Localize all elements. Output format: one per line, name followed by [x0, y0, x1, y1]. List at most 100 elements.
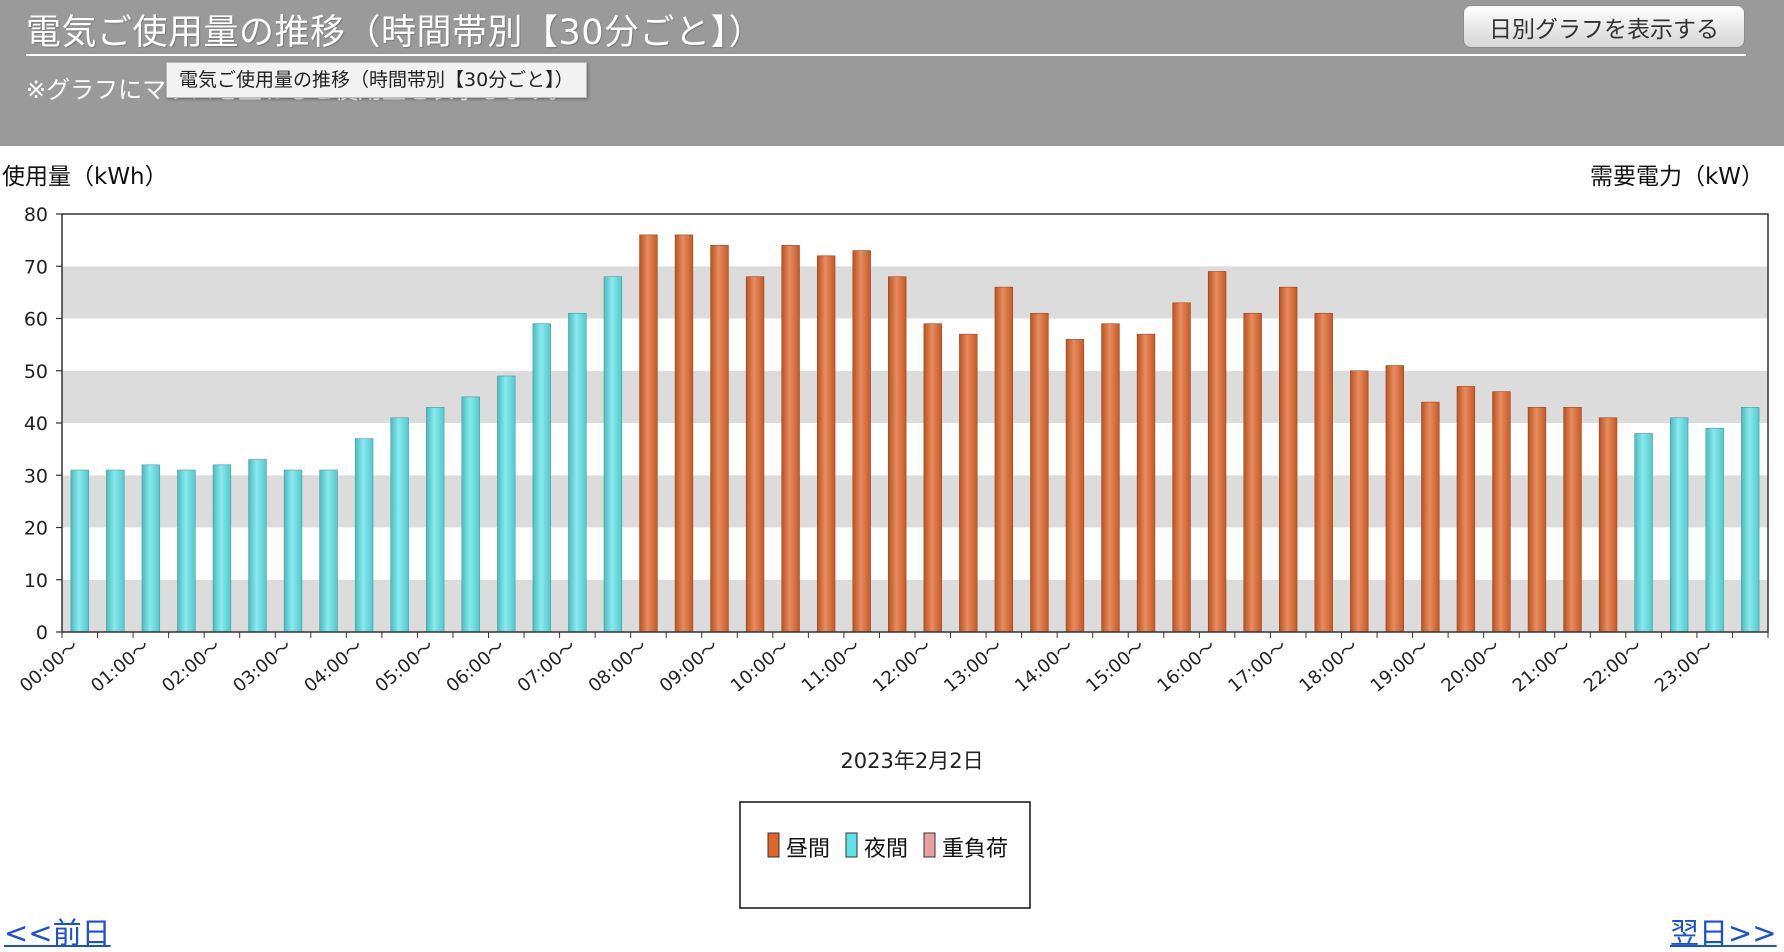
- grid-band: [62, 214, 1768, 267]
- bar[interactable]: [710, 245, 729, 633]
- bar[interactable]: [568, 312, 587, 633]
- previous-day-link[interactable]: <<前日: [4, 916, 111, 950]
- y-tick-label: 80: [24, 204, 48, 226]
- bar[interactable]: [354, 438, 374, 633]
- bar[interactable]: [816, 255, 836, 633]
- bar[interactable]: [532, 323, 551, 633]
- bar[interactable]: [1279, 286, 1298, 633]
- grid-band: [62, 579, 1768, 632]
- legend-label: 夜間: [864, 837, 908, 862]
- bar[interactable]: [1421, 401, 1440, 633]
- bar[interactable]: [781, 245, 800, 633]
- grid-band: [62, 266, 1768, 319]
- bar[interactable]: [1243, 312, 1262, 633]
- x-tick-label: 14:00～: [1011, 636, 1078, 697]
- bar[interactable]: [959, 333, 978, 633]
- x-tick-label: 15:00～: [1082, 636, 1149, 697]
- bar[interactable]: [674, 234, 694, 633]
- x-tick-label: 23:00～: [1651, 636, 1718, 697]
- bar[interactable]: [888, 276, 907, 633]
- bar[interactable]: [212, 464, 232, 633]
- bar[interactable]: [141, 464, 161, 633]
- bar[interactable]: [1741, 407, 1760, 633]
- bar[interactable]: [994, 286, 1014, 633]
- x-tick-label: 17:00～: [1224, 636, 1291, 697]
- grid-band: [62, 423, 1768, 476]
- bar[interactable]: [1705, 427, 1724, 633]
- bar[interactable]: [1527, 407, 1547, 633]
- bar[interactable]: [1207, 271, 1227, 633]
- y-tick-label: 10: [24, 570, 48, 592]
- y-tick-label: 20: [24, 518, 48, 540]
- chart-panel: 0 10 20 30 40 50 60 70 80 00:00～ 01:00～ 02:00～ 03:0…: [2, 146, 1778, 948]
- x-tick-label: 01:00～: [87, 636, 154, 697]
- y-tick-label: 60: [24, 309, 48, 331]
- bar[interactable]: [497, 375, 516, 633]
- x-tick-label: 03:00～: [229, 636, 296, 697]
- x-tick-label: 12:00～: [869, 636, 936, 697]
- bar[interactable]: [1598, 417, 1618, 633]
- y-axis-label-right: 需要電力（kW）: [1590, 164, 1764, 190]
- x-axis: 00:00～ 01:00～ 02:00～ 03:00～ 04:00～ 05:00～ 06:0…: [16, 632, 1769, 697]
- bar[interactable]: [745, 276, 765, 633]
- x-tick-label: 11:00～: [798, 636, 865, 697]
- x-tick-label: 16:00～: [1153, 636, 1220, 697]
- usage-bar-chart: 0 10 20 30 40 50 60 70 80 00:00～ 01:00～ 02:00～ 03:0…: [2, 164, 1769, 909]
- y-axis-label-left: 使用量（kWh）: [2, 164, 168, 190]
- bar[interactable]: [283, 469, 303, 633]
- title-tooltip: 電気ご使用量の推移（時間帯別【30分ごと】）: [166, 62, 587, 98]
- x-tick-label: 20:00～: [1438, 636, 1505, 697]
- y-tick-label: 70: [24, 256, 48, 278]
- bar[interactable]: [1136, 333, 1156, 633]
- legend-swatch: [923, 832, 936, 858]
- y-tick-label: 40: [24, 413, 48, 435]
- x-tick-label: 04:00～: [300, 636, 367, 697]
- bar[interactable]: [319, 469, 338, 633]
- legend-swatch: [845, 832, 858, 858]
- bar[interactable]: [1101, 323, 1120, 633]
- y-tick-label: 0: [36, 622, 48, 644]
- bar[interactable]: [106, 469, 125, 633]
- x-tick-label: 21:00～: [1509, 636, 1576, 697]
- bar[interactable]: [177, 469, 196, 633]
- x-tick-label: 06:00～: [442, 636, 509, 697]
- bar[interactable]: [1634, 433, 1653, 633]
- next-day-link[interactable]: 翌日>>: [1670, 916, 1777, 950]
- bar[interactable]: [1385, 365, 1404, 633]
- x-tick-label: 09:00～: [656, 636, 723, 697]
- bar[interactable]: [1314, 312, 1333, 633]
- legend-swatch: [767, 832, 780, 858]
- bar[interactable]: [923, 323, 942, 633]
- bar[interactable]: [603, 276, 623, 633]
- x-tick-label: 10:00～: [727, 636, 794, 697]
- bar[interactable]: [1669, 417, 1689, 633]
- bar[interactable]: [1563, 407, 1582, 633]
- legend-label: 重負荷: [942, 837, 1008, 862]
- legend-box: [739, 801, 1031, 909]
- bar[interactable]: [461, 396, 480, 633]
- x-tick-label: 08:00～: [585, 636, 652, 697]
- bar[interactable]: [1456, 386, 1476, 633]
- bar[interactable]: [1350, 370, 1369, 633]
- bar[interactable]: [426, 407, 445, 633]
- x-tick-label: 22:00～: [1580, 636, 1647, 697]
- bar[interactable]: [1065, 339, 1085, 633]
- legend: 昼間 夜間 重負荷: [739, 801, 1031, 909]
- bar[interactable]: [639, 234, 658, 633]
- grid-band: [62, 318, 1768, 371]
- x-tick-label: 13:00～: [940, 636, 1007, 697]
- x-tick-label: 02:00～: [158, 636, 225, 697]
- grid-band: [62, 475, 1768, 528]
- x-tick-label: 19:00～: [1367, 636, 1434, 697]
- y-tick-label: 50: [24, 361, 48, 383]
- bar[interactable]: [248, 459, 267, 633]
- bar[interactable]: [1030, 312, 1049, 633]
- bar[interactable]: [852, 250, 871, 633]
- title-divider: [26, 54, 1746, 56]
- bar[interactable]: [70, 469, 89, 633]
- bar[interactable]: [1172, 302, 1191, 633]
- bar[interactable]: [390, 417, 409, 633]
- show-daily-graph-button[interactable]: 日別グラフを表示する: [1463, 5, 1745, 48]
- bar[interactable]: [1492, 391, 1511, 633]
- x-tick-label: 00:00～: [16, 636, 83, 697]
